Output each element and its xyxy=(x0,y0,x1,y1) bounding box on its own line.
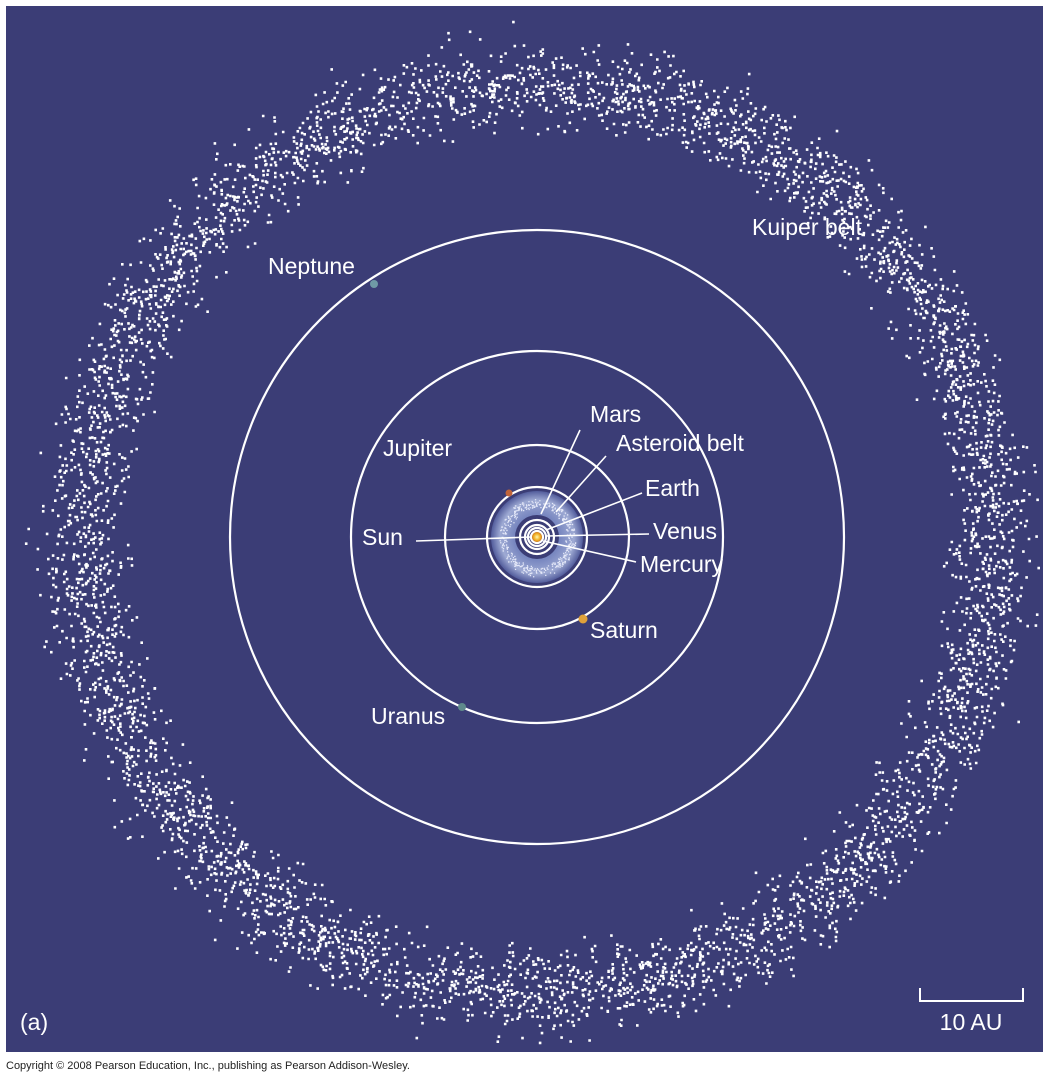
mars-label: Mars xyxy=(590,401,641,427)
earth-leader xyxy=(545,492,643,531)
sun-leader xyxy=(415,536,532,542)
scale-bar xyxy=(919,988,1024,1002)
saturn-label: Saturn xyxy=(590,617,658,643)
jupiter-planet xyxy=(505,489,513,497)
earth-label: Earth xyxy=(645,475,700,501)
asteroid-belt-leader xyxy=(555,455,607,513)
neptune-planet xyxy=(370,280,378,288)
scale-bar-label: 10 AU xyxy=(940,1009,1003,1035)
asteroid-belt-label: Asteroid belt xyxy=(616,430,744,456)
uranus-label: Uranus xyxy=(371,703,445,729)
venus-label: Venus xyxy=(653,518,717,544)
mercury-label: Mercury xyxy=(640,551,724,577)
uranus-planet xyxy=(458,703,466,711)
sun xyxy=(532,532,542,542)
saturn-orbit xyxy=(443,443,631,631)
copyright: Copyright © 2008 Pearson Education, Inc.… xyxy=(6,1060,410,1072)
jupiter-label: Jupiter xyxy=(383,435,452,461)
uranus-orbit xyxy=(349,349,725,725)
neptune-label: Neptune xyxy=(268,253,355,279)
kuiper-belt-label: Kuiper belt xyxy=(752,214,863,240)
venus-leader xyxy=(545,533,650,537)
jupiter-orbit xyxy=(485,485,589,589)
saturn-planet xyxy=(578,614,588,624)
mercury-leader xyxy=(542,540,637,563)
mars-leader xyxy=(540,429,581,515)
sun-label: Sun xyxy=(362,524,403,550)
neptune-orbit xyxy=(228,228,846,846)
panel-label: (a) xyxy=(20,1009,48,1035)
